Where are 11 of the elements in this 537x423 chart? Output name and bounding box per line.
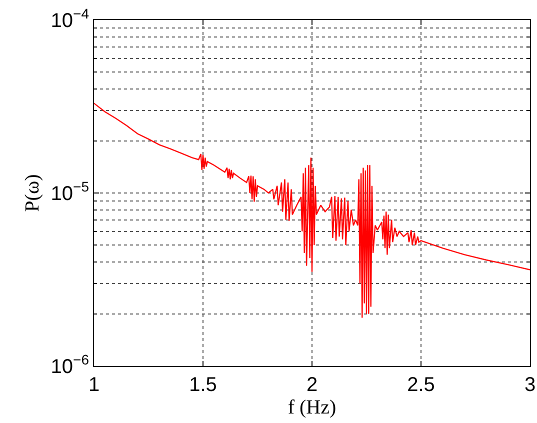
y-tick-label: 10$^{−6}$ bbox=[50, 352, 90, 378]
x-tick-label: 3 bbox=[524, 374, 536, 396]
y-tick-label: 10$^{−4}$ bbox=[50, 6, 90, 32]
x-tick-label: 2.5 bbox=[407, 374, 435, 396]
line-series bbox=[94, 102, 530, 318]
x-tick-label: 1 bbox=[88, 374, 100, 396]
x-tick-label: 1.5 bbox=[189, 374, 217, 396]
y-tick-label: 10$^{−5}$ bbox=[50, 178, 90, 205]
x-tick-label: 2 bbox=[306, 374, 318, 396]
x-axis-title: f (Hz) bbox=[288, 396, 336, 418]
y-axis-title: P(ω) bbox=[21, 174, 44, 212]
